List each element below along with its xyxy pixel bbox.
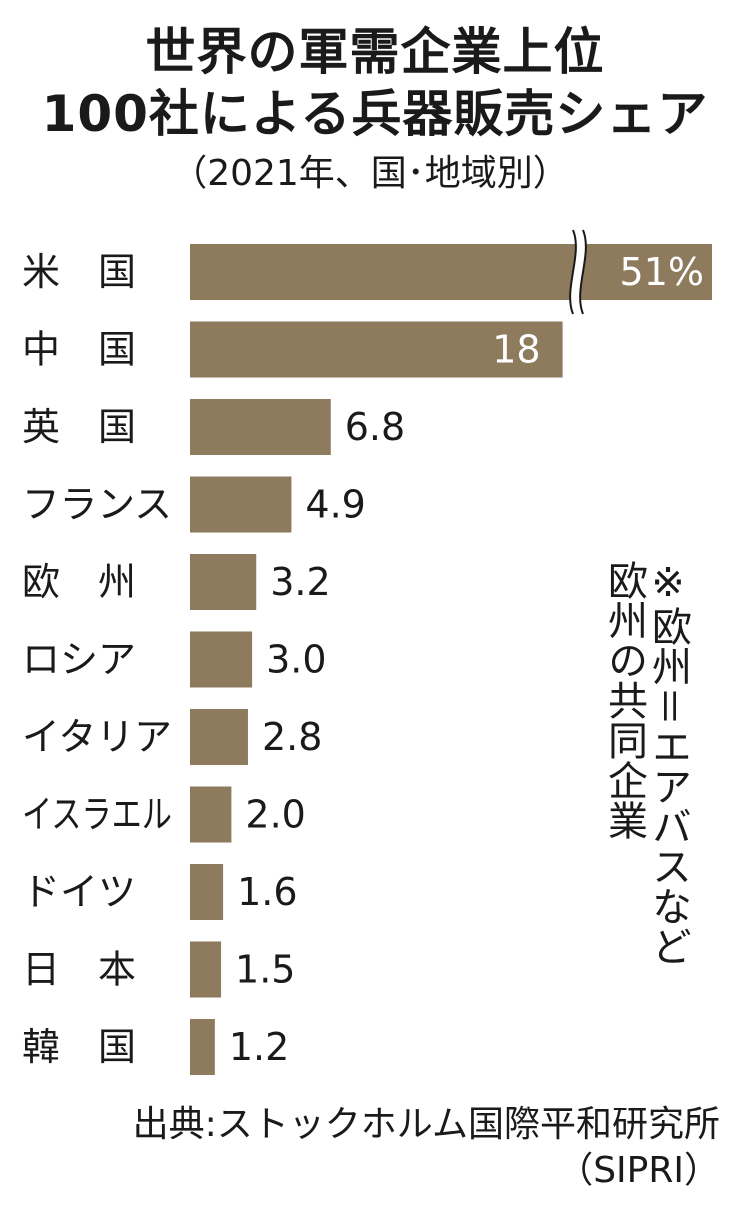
category-label: ドイツ — [22, 870, 136, 914]
value-label: 1.2 — [229, 1025, 289, 1069]
axis-break-gap — [570, 228, 586, 316]
source-line-2: （SIPRI） — [557, 1150, 720, 1191]
source-line-1: 出典:ストックホルム国際平和研究所 — [132, 1104, 720, 1145]
category-label: イタリア — [22, 715, 172, 759]
category-label: 日 本 — [22, 948, 136, 992]
bar — [190, 1019, 215, 1075]
axis-break-line — [579, 229, 587, 315]
chart-title-line-1: 世界の軍需企業上位 — [145, 23, 605, 81]
value-label: 51% — [620, 250, 704, 294]
value-label: 3.2 — [270, 560, 330, 604]
category-label: 英 国 — [22, 405, 136, 449]
value-label: 1.5 — [235, 948, 295, 992]
value-label: 6.8 — [345, 405, 405, 449]
category-label: ロシア — [22, 638, 136, 682]
category-label: 米 国 — [22, 250, 136, 294]
axis-break-line — [569, 229, 577, 315]
value-label: 3.0 — [266, 638, 326, 682]
value-label: 18 — [492, 328, 540, 372]
value-label: 2.8 — [262, 715, 322, 759]
bar — [190, 631, 253, 688]
bar — [190, 476, 292, 533]
category-label: 韓 国 — [22, 1025, 136, 1069]
bar-chart: 米 国 51% 中 国 18 英 国 6.8 フランス 4.9 欧 州 3.2 ロシア 3.0 イタリア… — [22, 228, 712, 1075]
value-label: 4.9 — [305, 483, 365, 527]
bar — [190, 786, 232, 843]
value-label: 2.0 — [245, 793, 305, 837]
category-label: 中 国 — [22, 328, 136, 372]
bar — [190, 554, 257, 610]
chart-title-line-2: 100社による兵器販売シェア — [41, 85, 709, 143]
chart-subtitle: （2021年、国･地域別） — [171, 153, 569, 194]
bar — [190, 399, 331, 455]
bar — [190, 709, 248, 765]
bar — [190, 941, 222, 998]
bar — [190, 321, 563, 378]
bar — [190, 864, 224, 920]
category-label: 欧 州 — [22, 560, 136, 604]
category-label: フランス — [22, 483, 172, 527]
category-label: イスラエル — [22, 793, 172, 837]
bar — [190, 244, 712, 300]
value-label: 1.6 — [237, 870, 297, 914]
footnote: ※欧州＝エアバスなど 欧州の共同企業 — [601, 560, 691, 966]
source-credit: 出典:ストックホルム国際平和研究所 （SIPRI） — [133, 1102, 720, 1194]
